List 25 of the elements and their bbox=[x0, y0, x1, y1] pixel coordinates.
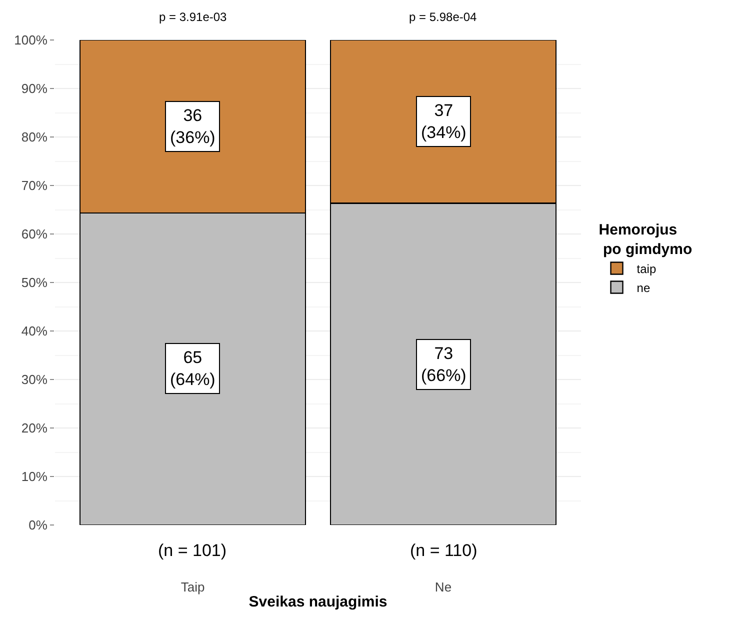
x-tick-label: Ne bbox=[434, 580, 452, 595]
legend-title: Hemorojus po gimdymo bbox=[598, 221, 692, 258]
legend-label: taip bbox=[636, 262, 656, 276]
text: (n = 110) bbox=[410, 541, 478, 560]
y-tick-label: 60% bbox=[21, 226, 48, 242]
text: p = 5.98e-04 bbox=[409, 10, 478, 24]
y-tick-label: 100% bbox=[14, 32, 48, 48]
text: (n = 101) bbox=[158, 541, 227, 560]
data-label: 65 (64%) bbox=[170, 348, 216, 390]
data-label: 37 (34%) bbox=[421, 101, 466, 142]
y-tick-label: 20% bbox=[21, 420, 48, 436]
y-tick-label: 90% bbox=[21, 81, 48, 96]
y-tick-label: 50% bbox=[21, 275, 48, 290]
data-label: 73 (66%) bbox=[421, 344, 466, 386]
x-axis-title: Sveikas naujagimis bbox=[248, 594, 388, 611]
y-tick-label: 0% bbox=[28, 518, 48, 533]
y-tick-label: 80% bbox=[21, 130, 48, 145]
y-tick-label: 10% bbox=[21, 469, 48, 484]
x-tick-label: Taip bbox=[180, 580, 205, 595]
data-label: 36 (36%) bbox=[170, 106, 216, 148]
legend-label: ne bbox=[636, 280, 650, 295]
y-tick-label: 70% bbox=[21, 178, 48, 194]
y-tick-label: 40% bbox=[21, 324, 48, 339]
y-tick-label: 30% bbox=[21, 372, 48, 388]
text: p = 3.91e-03 bbox=[159, 10, 228, 24]
